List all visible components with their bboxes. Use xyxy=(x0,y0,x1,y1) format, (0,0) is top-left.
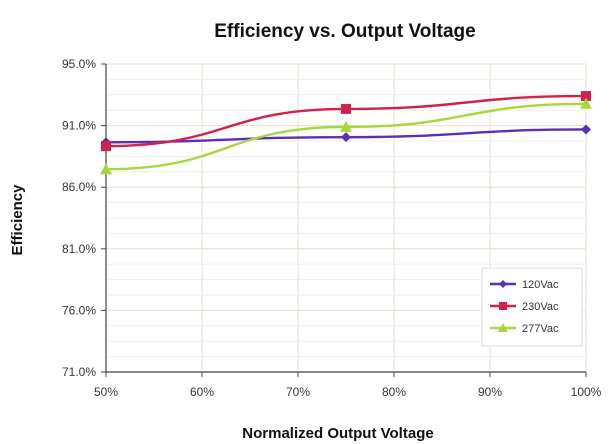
data-point xyxy=(340,120,352,132)
y-tick-label: 71.0% xyxy=(62,365,96,379)
data-point xyxy=(100,163,112,175)
x-tick-label: 60% xyxy=(190,385,214,399)
x-tick-label: 90% xyxy=(478,385,502,399)
axes xyxy=(101,63,587,377)
data-point xyxy=(101,141,111,152)
y-tick-label: 91.0% xyxy=(62,119,96,133)
y-axis-title: Efficiency xyxy=(9,184,26,256)
x-tick-labels: 50% 60% 70% 80% 90% 100% xyxy=(94,385,602,399)
x-tick-label: 70% xyxy=(286,385,310,399)
legend-item: 277Vac xyxy=(490,323,559,335)
series-277Vac xyxy=(100,97,592,175)
y-tick-label: 81.0% xyxy=(62,242,96,256)
legend-label: 230Vac xyxy=(522,301,559,313)
y-tick-label: 76.0% xyxy=(62,303,96,317)
legend-item: 120Vac xyxy=(490,279,559,291)
data-point xyxy=(581,124,591,135)
grid-lines xyxy=(106,63,587,372)
y-tick-label: 95.0% xyxy=(62,57,96,71)
data-point xyxy=(341,132,351,143)
x-tick-label: 80% xyxy=(382,385,406,399)
y-tick-label: 86.0% xyxy=(62,180,96,194)
legend-item: 230Vac xyxy=(490,301,559,313)
data-point xyxy=(581,91,591,102)
data-point xyxy=(580,97,592,109)
legend: 120Vac 230Vac 277Vac xyxy=(481,267,583,347)
x-axis-title: Normalized Output Voltage xyxy=(242,425,433,442)
data-point xyxy=(498,323,508,332)
x-tick-label: 100% xyxy=(571,385,602,399)
data-point xyxy=(499,280,507,288)
chart-title: Efficiency vs. Output Voltage xyxy=(214,21,475,42)
legend-label: 277Vac xyxy=(522,323,559,335)
series-lines xyxy=(100,91,592,175)
y-tick-labels: 71.0% 76.0% 81.0% 86.0% 91.0% 95.0% xyxy=(62,57,96,379)
x-tick-label: 50% xyxy=(94,385,118,399)
legend-label: 120Vac xyxy=(522,279,559,291)
series-230Vac xyxy=(101,91,591,152)
data-point xyxy=(341,103,351,114)
data-point xyxy=(499,302,507,310)
